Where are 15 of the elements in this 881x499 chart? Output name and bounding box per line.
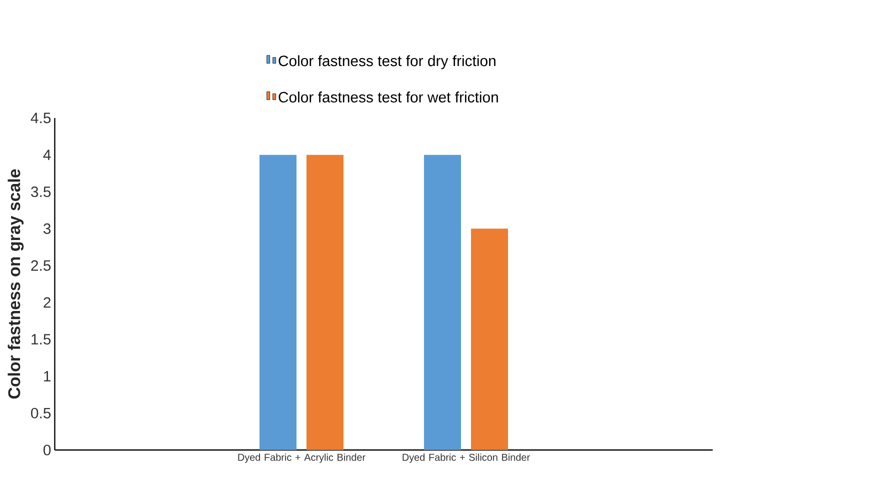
y-axis-title: Color fastness on gray scale — [8, 169, 24, 399]
y-tick-label: 2 — [44, 297, 50, 308]
y-tick-label: 1 — [44, 371, 50, 382]
legend-label: Color fastness test for dry friction — [278, 55, 496, 70]
y-tick-label: 1.5 — [32, 334, 51, 345]
legend-label: Color fastness test for wet friction — [278, 92, 498, 102]
y-tick-label: 3 — [43, 223, 51, 234]
y-tick-label: 0 — [43, 444, 51, 456]
y-tick-label: 0.5 — [31, 408, 51, 418]
x-tick-label: Dyed Fabric + Acrylic Binder — [238, 454, 366, 463]
y-tick-label: 3.5 — [31, 186, 51, 198]
y-tick-label: 2.5 — [31, 260, 51, 271]
y-tick-label: 4.5 — [30, 112, 51, 124]
y-tick-label: 4 — [43, 150, 51, 160]
x-tick-label: Dyed Fabric + Silicon Binder — [402, 454, 530, 463]
